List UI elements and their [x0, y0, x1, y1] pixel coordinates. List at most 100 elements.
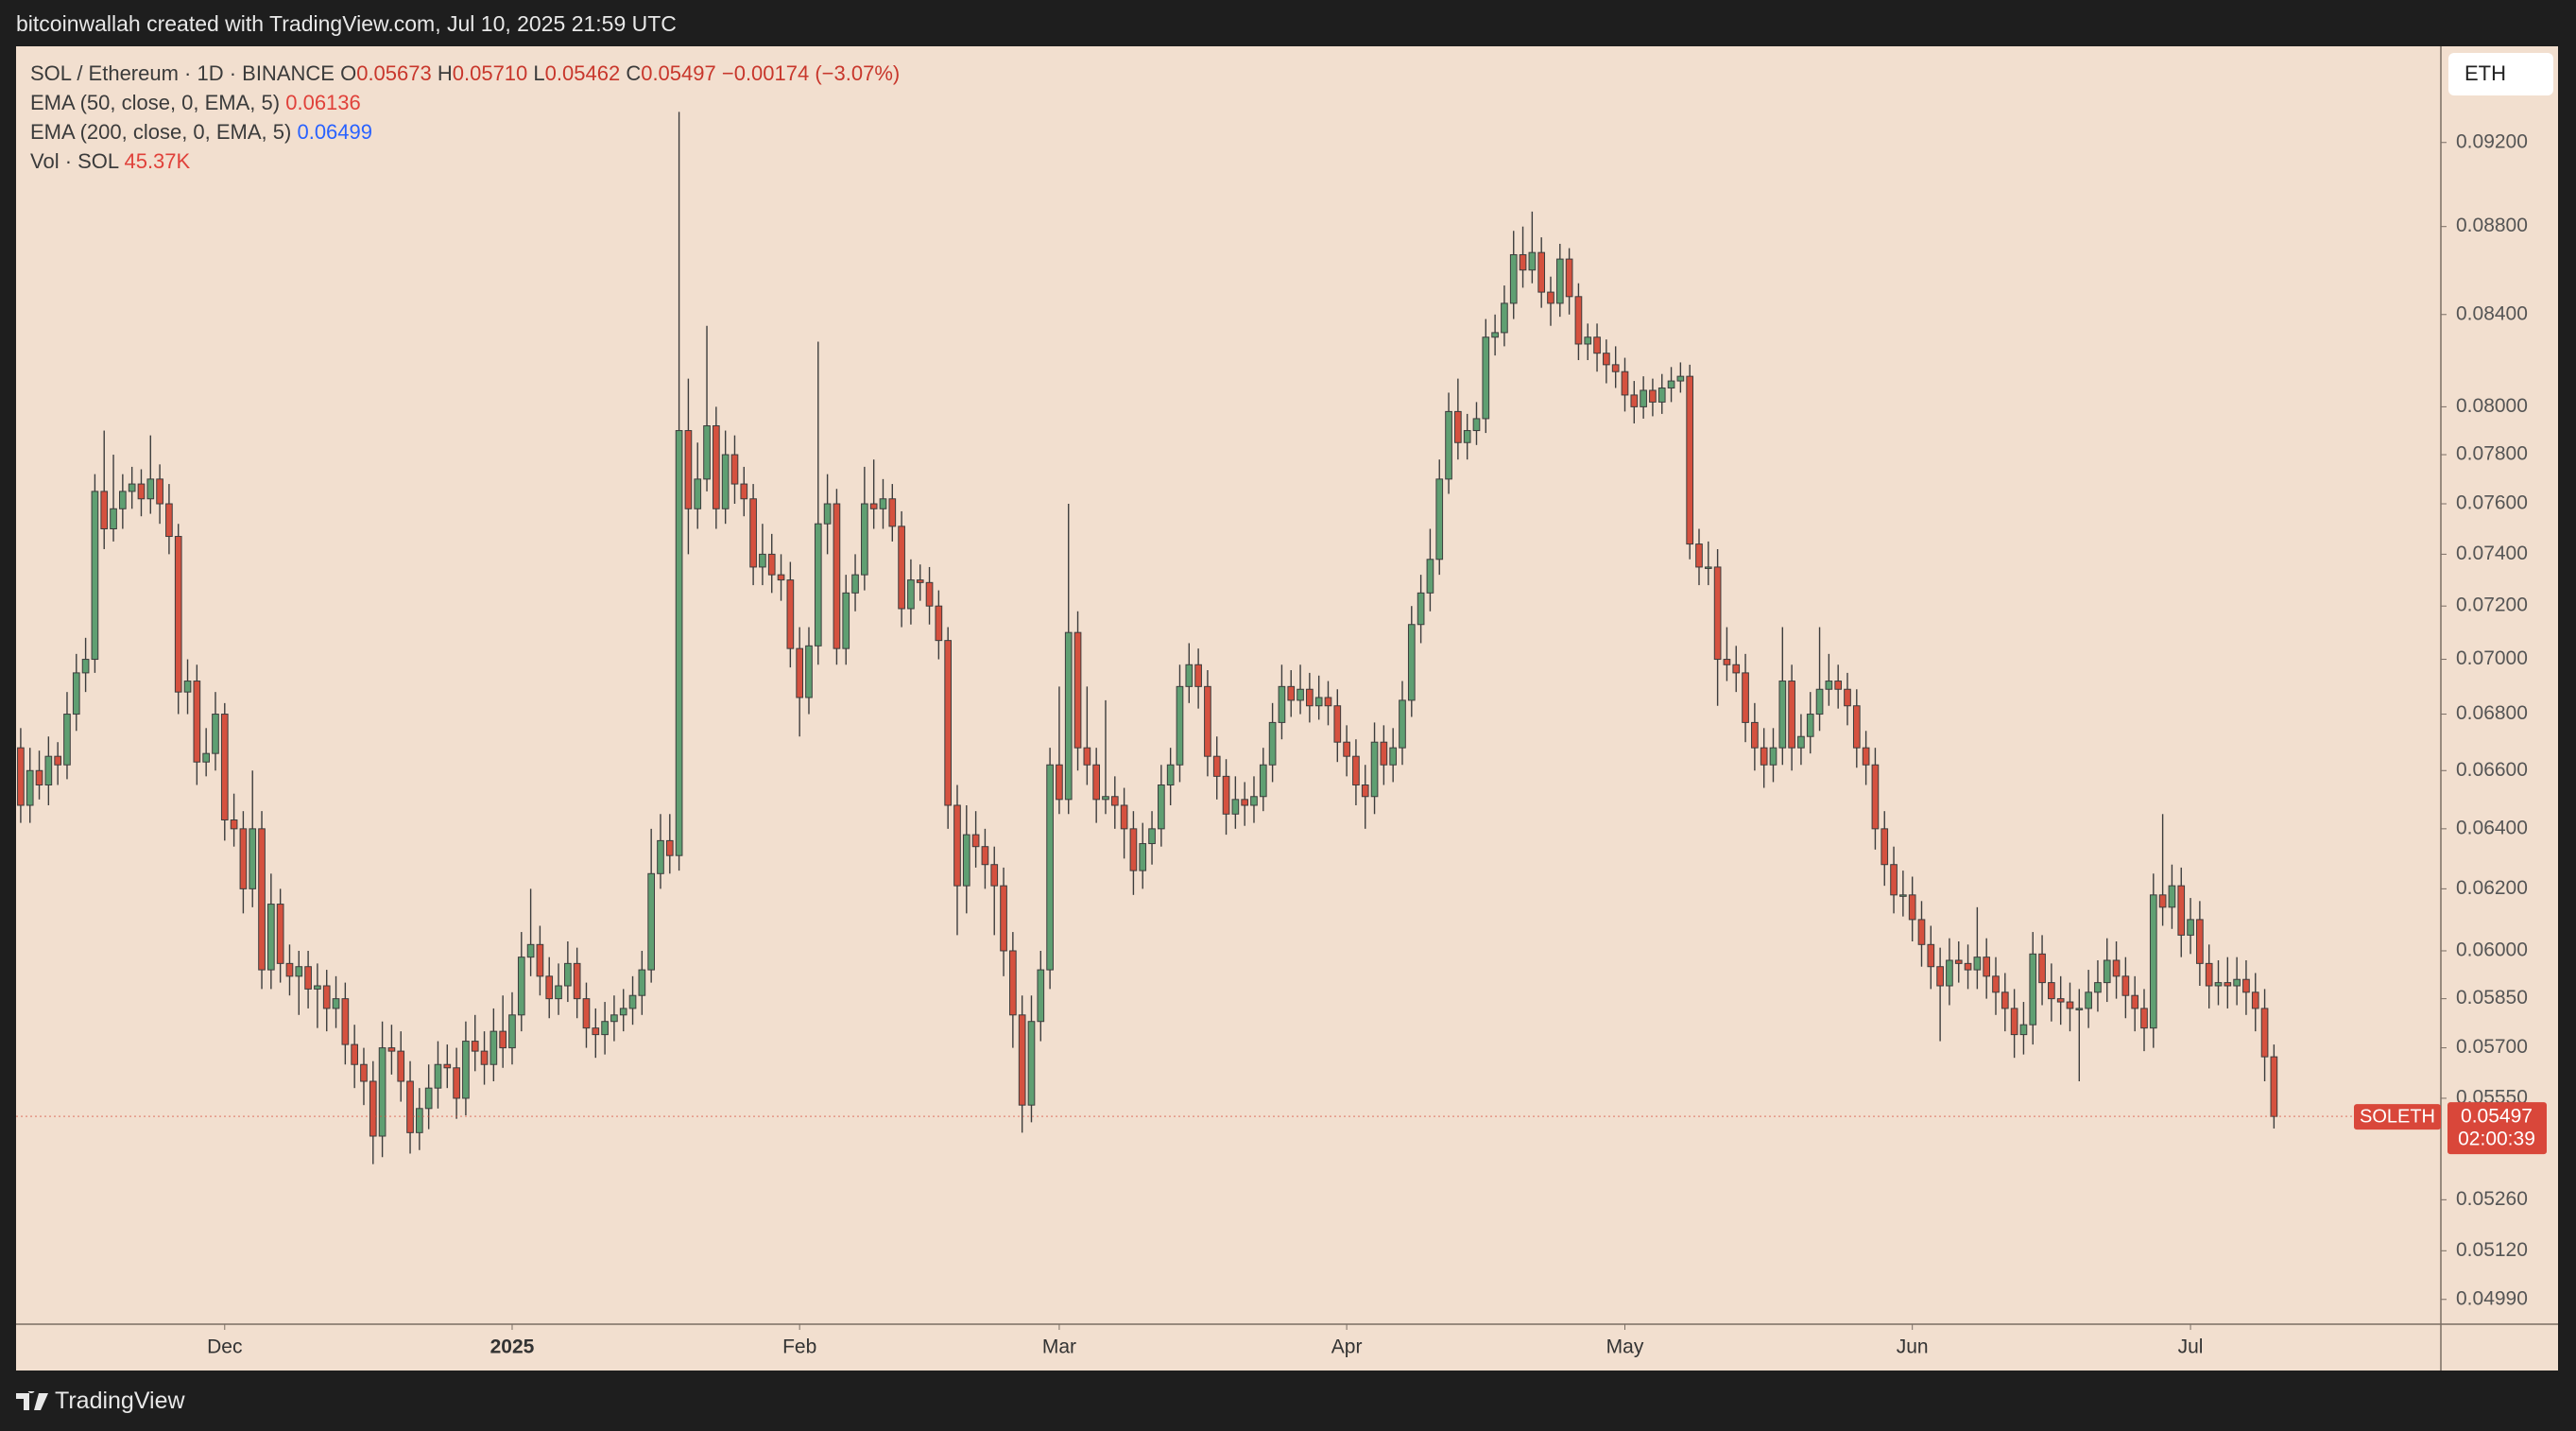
candle-body — [916, 579, 924, 583]
y-tick-label: 0.05700 — [2456, 1036, 2528, 1058]
candle-body — [1231, 799, 1240, 815]
x-tick-label: Jul — [2178, 1336, 2204, 1358]
candle-body — [657, 839, 664, 874]
candle-body — [1852, 705, 1861, 749]
candle-body — [536, 943, 544, 977]
candle-body — [944, 640, 953, 806]
candle-body — [545, 975, 554, 1000]
candle-body — [1528, 251, 1537, 271]
candle-body — [387, 1047, 396, 1052]
candle-body — [1129, 828, 1138, 871]
candle-body — [128, 483, 136, 492]
candle-body — [1073, 631, 1082, 749]
candle-body — [1297, 688, 1304, 701]
candle-body — [1222, 775, 1230, 815]
candle-body — [869, 503, 878, 509]
candle-body — [925, 581, 934, 607]
candle-body — [2233, 978, 2241, 987]
candle-body — [971, 834, 980, 848]
candle-body — [1769, 747, 1777, 766]
x-tick-label: May — [1606, 1336, 1644, 1358]
candle-body — [1110, 796, 1119, 806]
candle-body — [1621, 371, 1629, 396]
x-tick-label: 2025 — [490, 1336, 535, 1358]
currency-button[interactable] — [2448, 53, 2553, 95]
indicator-name: Vol · SOL — [30, 149, 119, 173]
candle-body — [898, 526, 905, 610]
candle-body — [1176, 685, 1184, 766]
candle-body — [249, 828, 257, 889]
candle-body — [1268, 721, 1277, 766]
candle-body — [564, 962, 572, 987]
candle-body — [2038, 953, 2046, 984]
candle-body — [1686, 375, 1694, 545]
candle-body — [1324, 697, 1332, 707]
candle-body — [360, 1063, 368, 1082]
change-value: −0.00174 (−3.07%) — [721, 61, 901, 85]
candle-body — [2001, 991, 2009, 1009]
legend-row: EMA (50, close, 0, EMA, 5) 0.06136 — [30, 88, 900, 117]
indicator-value: 45.37K — [124, 149, 191, 173]
candle-body — [1676, 375, 1685, 382]
legend: SOL / Ethereum · 1D · BINANCE O0.05673 H… — [30, 59, 900, 176]
candle-body — [2103, 959, 2111, 984]
candle-body — [285, 962, 294, 977]
candle-body — [1519, 253, 1527, 271]
candle-body — [2019, 1024, 2028, 1036]
candle-body — [1166, 764, 1175, 785]
candle-body — [146, 478, 155, 500]
candle-body — [990, 864, 999, 887]
candle-body — [730, 454, 739, 485]
candle-body — [1936, 966, 1944, 987]
candle-body — [2224, 982, 2232, 987]
candle-body — [1537, 251, 1546, 293]
ohlc-value: 0.05710 — [452, 61, 528, 85]
candle-body — [443, 1063, 452, 1069]
candle-body — [258, 828, 266, 971]
candle-body — [2251, 991, 2259, 1009]
candle-body — [814, 523, 822, 647]
symbol-title: SOL / Ethereum · 1D · BINANCE — [30, 61, 335, 85]
candle-body — [1343, 741, 1350, 757]
candle-body — [220, 714, 229, 820]
candle-body — [842, 592, 850, 649]
candle-body — [684, 430, 693, 509]
candle-body — [341, 998, 350, 1045]
candle-body — [2056, 998, 2065, 1003]
candle-body — [1009, 950, 1017, 1016]
legend-row: Vol · SOL 45.37K — [30, 147, 900, 176]
candle-body — [1102, 796, 1109, 801]
candle-body — [1751, 721, 1759, 749]
candle-body — [1574, 296, 1583, 345]
candle-body — [2149, 894, 2157, 1029]
candle-body — [1482, 336, 1490, 420]
x-tick-label: Feb — [782, 1336, 816, 1358]
candle-body — [1399, 699, 1406, 749]
candle-body — [1241, 799, 1249, 806]
candle-body — [526, 943, 535, 958]
indicator-name: EMA (200, close, 0, EMA, 5) — [30, 120, 292, 144]
candle-body — [406, 1080, 414, 1133]
y-tick-label: 0.06600 — [2456, 759, 2528, 781]
candle-body — [1000, 885, 1007, 952]
currency-label[interactable]: ETH — [2464, 61, 2506, 85]
candle-body — [1797, 735, 1805, 749]
candle-body — [610, 1014, 618, 1023]
candle-body — [295, 966, 303, 977]
candle-body — [1723, 659, 1731, 665]
candle-body — [480, 1050, 489, 1065]
ohlc-item: C0.05497 — [626, 61, 722, 85]
candle-body — [1407, 624, 1416, 701]
candle-body — [1603, 353, 1610, 366]
candle-body — [694, 478, 702, 509]
candle-body — [314, 985, 321, 990]
candle-body — [2270, 1056, 2278, 1117]
candle-body — [156, 478, 163, 505]
candle-body — [165, 503, 173, 538]
candle-body — [1547, 291, 1554, 304]
candle-body — [935, 605, 943, 642]
candle-body — [740, 483, 748, 500]
candle-body — [239, 828, 248, 889]
candle-body — [647, 872, 656, 971]
candle-body — [1454, 410, 1462, 443]
